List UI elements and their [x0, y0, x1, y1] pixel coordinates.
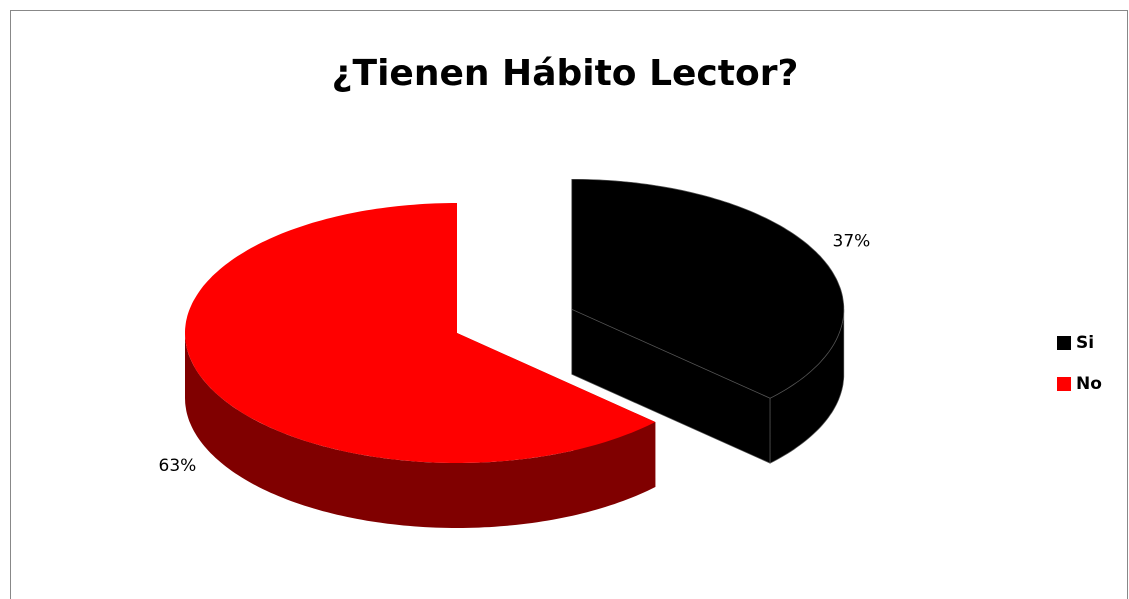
- slice-side: [185, 333, 656, 528]
- legend-label: No: [1076, 374, 1102, 394]
- slice: [571, 178, 845, 399]
- chart-title: ¿Tienen Hábito Lector?: [332, 53, 799, 94]
- legend-label: Si: [1076, 333, 1094, 353]
- data-label: 37%: [833, 231, 871, 251]
- slice: [185, 203, 656, 463]
- legend-swatch: [1057, 377, 1071, 391]
- legend-swatch: [1057, 336, 1071, 350]
- data-label: 63%: [159, 456, 197, 476]
